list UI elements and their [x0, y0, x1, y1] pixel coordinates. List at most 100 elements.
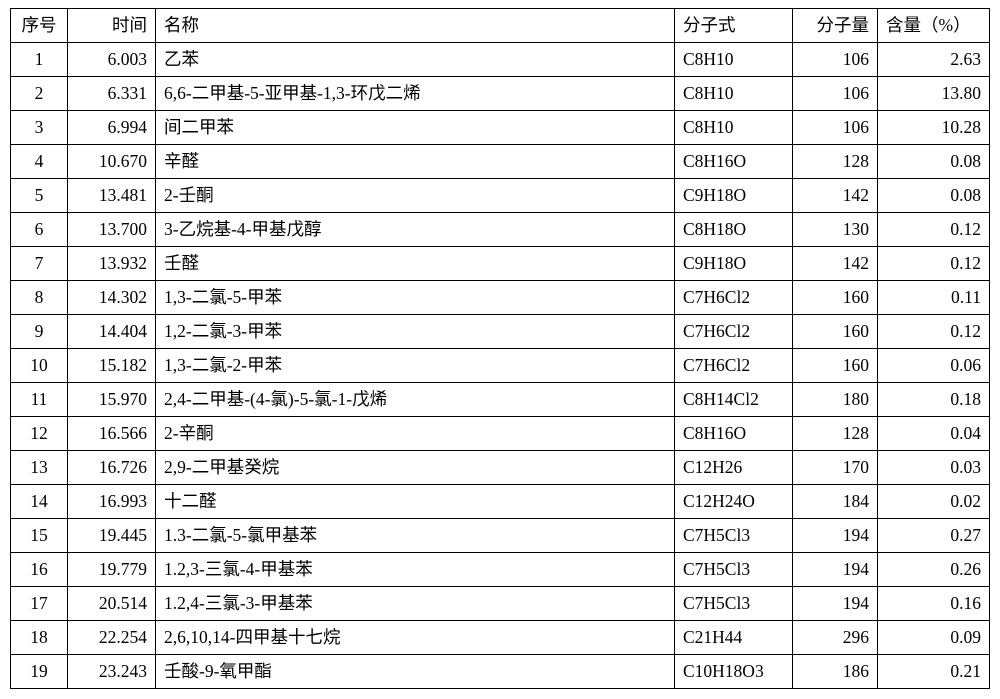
cell-seq: 13 [11, 451, 68, 485]
cell-seq: 14 [11, 485, 68, 519]
cell-formula: C7H5Cl3 [675, 553, 793, 587]
cell-time: 6.003 [68, 43, 156, 77]
cell-formula: C12H26 [675, 451, 793, 485]
cell-formula: C8H18O [675, 213, 793, 247]
cell-pct: 0.12 [878, 315, 990, 349]
cell-formula: C8H16O [675, 145, 793, 179]
col-name: 名称 [156, 9, 675, 43]
cell-formula: C7H6Cl2 [675, 281, 793, 315]
cell-pct: 0.12 [878, 213, 990, 247]
cell-name: 1,3-二氯-2-甲苯 [156, 349, 675, 383]
cell-mw: 184 [793, 485, 878, 519]
cell-name: 壬醛 [156, 247, 675, 281]
cell-mw: 128 [793, 417, 878, 451]
cell-name: 1.3-二氯-5-氯甲基苯 [156, 519, 675, 553]
cell-time: 16.993 [68, 485, 156, 519]
cell-seq: 6 [11, 213, 68, 247]
cell-formula: C8H14Cl2 [675, 383, 793, 417]
compound-table: 序号 时间 名称 分子式 分子量 含量（%） 16.003乙苯C8H101062… [10, 8, 990, 689]
cell-formula: C7H5Cl3 [675, 587, 793, 621]
table-row: 713.932壬醛C9H18O1420.12 [11, 247, 990, 281]
cell-seq: 9 [11, 315, 68, 349]
cell-seq: 2 [11, 77, 68, 111]
table-row: 1115.9702,4-二甲基-(4-氯)-5-氯-1-戊烯C8H14Cl218… [11, 383, 990, 417]
cell-time: 6.994 [68, 111, 156, 145]
table-row: 1015.1821,3-二氯-2-甲苯C7H6Cl21600.06 [11, 349, 990, 383]
cell-pct: 13.80 [878, 77, 990, 111]
cell-mw: 170 [793, 451, 878, 485]
cell-time: 13.932 [68, 247, 156, 281]
cell-time: 22.254 [68, 621, 156, 655]
table-row: 1519.4451.3-二氯-5-氯甲基苯C7H5Cl31940.27 [11, 519, 990, 553]
cell-pct: 0.27 [878, 519, 990, 553]
cell-seq: 4 [11, 145, 68, 179]
cell-mw: 194 [793, 553, 878, 587]
cell-formula: C21H44 [675, 621, 793, 655]
cell-mw: 194 [793, 519, 878, 553]
cell-name: 1.2,4-三氯-3-甲基苯 [156, 587, 675, 621]
cell-seq: 12 [11, 417, 68, 451]
col-seq: 序号 [11, 9, 68, 43]
cell-pct: 0.12 [878, 247, 990, 281]
cell-time: 16.726 [68, 451, 156, 485]
cell-seq: 11 [11, 383, 68, 417]
cell-pct: 0.03 [878, 451, 990, 485]
cell-pct: 0.08 [878, 179, 990, 213]
cell-name: 1,3-二氯-5-甲苯 [156, 281, 675, 315]
cell-mw: 142 [793, 179, 878, 213]
cell-time: 13.700 [68, 213, 156, 247]
cell-mw: 160 [793, 315, 878, 349]
cell-formula: C9H18O [675, 179, 793, 213]
cell-formula: C12H24O [675, 485, 793, 519]
cell-time: 19.779 [68, 553, 156, 587]
cell-name: 乙苯 [156, 43, 675, 77]
cell-time: 16.566 [68, 417, 156, 451]
table-row: 1316.7262,9-二甲基癸烷C12H261700.03 [11, 451, 990, 485]
cell-formula: C8H10 [675, 111, 793, 145]
cell-formula: C10H18O3 [675, 655, 793, 689]
cell-seq: 16 [11, 553, 68, 587]
cell-mw: 106 [793, 111, 878, 145]
cell-mw: 130 [793, 213, 878, 247]
cell-time: 14.404 [68, 315, 156, 349]
cell-name: 6,6-二甲基-5-亚甲基-1,3-环戊二烯 [156, 77, 675, 111]
cell-seq: 18 [11, 621, 68, 655]
cell-name: 1.2,3-三氯-4-甲基苯 [156, 553, 675, 587]
cell-formula: C8H10 [675, 43, 793, 77]
cell-seq: 15 [11, 519, 68, 553]
cell-time: 10.670 [68, 145, 156, 179]
cell-name: 壬酸-9-氧甲酯 [156, 655, 675, 689]
table-row: 613.7003-乙烷基-4-甲基戊醇C8H18O1300.12 [11, 213, 990, 247]
cell-mw: 142 [793, 247, 878, 281]
cell-pct: 0.21 [878, 655, 990, 689]
table-row: 1416.993十二醛C12H24O1840.02 [11, 485, 990, 519]
cell-seq: 19 [11, 655, 68, 689]
cell-seq: 8 [11, 281, 68, 315]
table-row: 1822.2542,6,10,14-四甲基十七烷C21H442960.09 [11, 621, 990, 655]
cell-formula: C7H6Cl2 [675, 315, 793, 349]
cell-name: 1,2-二氯-3-甲苯 [156, 315, 675, 349]
cell-mw: 194 [793, 587, 878, 621]
table-row: 513.4812-壬酮C9H18O1420.08 [11, 179, 990, 213]
cell-formula: C7H5Cl3 [675, 519, 793, 553]
cell-pct: 10.28 [878, 111, 990, 145]
cell-formula: C8H16O [675, 417, 793, 451]
cell-mw: 128 [793, 145, 878, 179]
cell-time: 14.302 [68, 281, 156, 315]
cell-time: 15.182 [68, 349, 156, 383]
cell-formula: C8H10 [675, 77, 793, 111]
cell-mw: 296 [793, 621, 878, 655]
cell-time: 19.445 [68, 519, 156, 553]
cell-pct: 0.02 [878, 485, 990, 519]
cell-seq: 7 [11, 247, 68, 281]
table-row: 410.670辛醛C8H16O1280.08 [11, 145, 990, 179]
cell-seq: 10 [11, 349, 68, 383]
cell-name: 2-壬酮 [156, 179, 675, 213]
cell-name: 2-辛酮 [156, 417, 675, 451]
cell-seq: 3 [11, 111, 68, 145]
cell-pct: 0.18 [878, 383, 990, 417]
cell-mw: 186 [793, 655, 878, 689]
cell-name: 十二醛 [156, 485, 675, 519]
table-row: 36.994间二甲苯C8H1010610.28 [11, 111, 990, 145]
cell-pct: 0.08 [878, 145, 990, 179]
